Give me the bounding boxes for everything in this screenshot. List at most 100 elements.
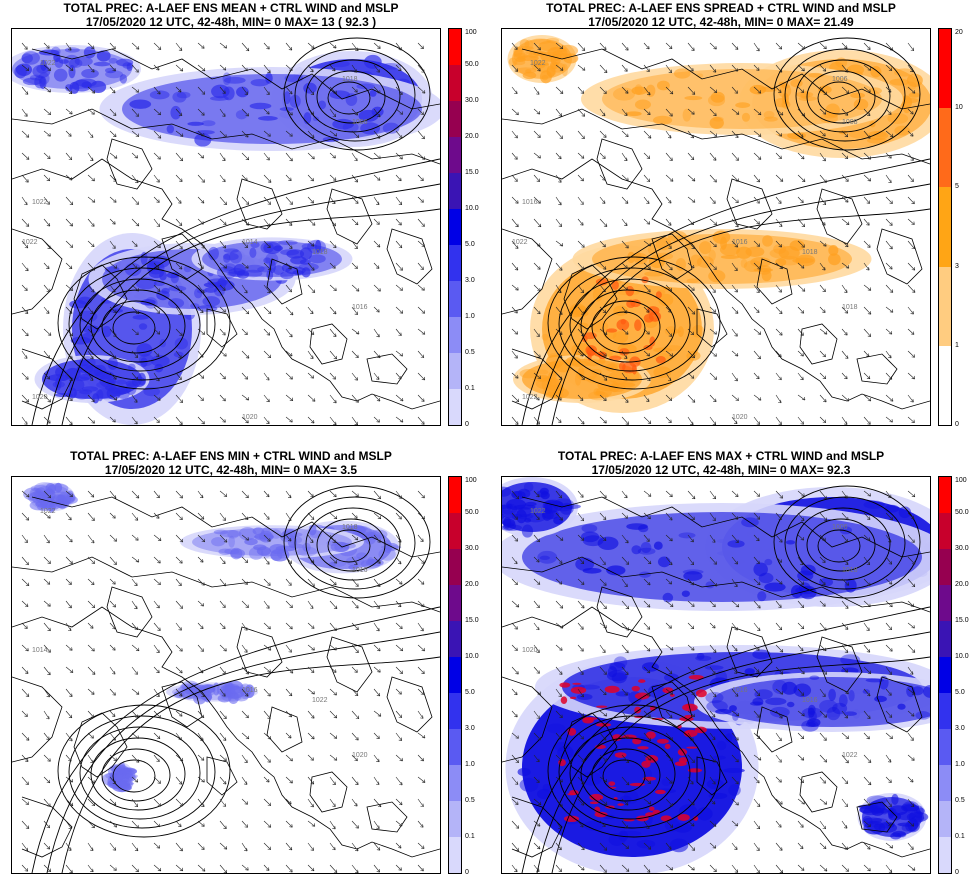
colorbar: 100 50.0 30.0 20.0 15.0 10.0 5.0 3.0 1.0 0.5 0.1 0	[448, 28, 479, 428]
colorbar-label: 15.0	[465, 169, 479, 176]
colorbar-segment	[449, 621, 461, 657]
colorbar-label: 50.0	[465, 509, 479, 516]
colorbar-label: 3	[955, 262, 959, 270]
colorbar-label: 5.0	[955, 689, 965, 696]
colorbar-segment	[449, 837, 461, 873]
map-canvas: 1022 1006 1008 1016 1018 1018 1016 1022 1022 1020	[502, 35, 930, 425]
colorbar-segment	[939, 657, 951, 693]
colorbar-label: 20	[955, 29, 963, 36]
isobar-label: 1018	[802, 249, 818, 256]
colorbar-label: 100	[955, 477, 967, 484]
colorbar-segment	[449, 101, 461, 137]
isobar-label: 1014	[32, 647, 48, 654]
isobar-label: 1020	[732, 414, 748, 421]
colorbar-segment	[939, 29, 951, 109]
colorbar-label: 0.1	[955, 833, 965, 840]
colorbar-label: 100	[465, 477, 477, 484]
colorbar-label: 1.0	[955, 761, 965, 768]
precip-map: 1022 1018 1016 1016 1022 1020 1014	[11, 476, 441, 874]
colorbar-segment	[449, 137, 461, 173]
isobar-label: 1018	[342, 76, 358, 83]
colorbar-segment	[449, 389, 461, 425]
colorbar-label: 0.5	[465, 797, 475, 804]
colorbar-segment	[449, 657, 461, 693]
isobar-label: 1022	[32, 199, 48, 206]
isobar-label: 1020	[352, 752, 368, 759]
colorbar-segment	[449, 353, 461, 389]
colorbar-label: 0	[465, 421, 469, 428]
isobar-label: 1016	[802, 697, 818, 704]
isobar-label: 1022	[842, 752, 858, 759]
colorbar-segment	[449, 729, 461, 765]
colorbar-label: 10	[955, 104, 963, 112]
panel-ens-max: TOTAL PREC: A-LAEF ENS MAX + CTRL WIND a…	[490, 448, 980, 896]
panel-subtitle: 17/05/2020 12 UTC, 42-48h, MIN= 0 MAX= 2…	[588, 15, 854, 29]
isobar-label: 1020	[32, 394, 48, 401]
colorbar-label: 3.0	[465, 725, 475, 732]
colorbar-label: 10.0	[955, 653, 969, 660]
isobar-label: 1022	[522, 394, 538, 401]
colorbar-label: 15.0	[465, 617, 479, 624]
map-canvas: 1022 1006 1018 1016 1016 1022 1020	[502, 477, 930, 873]
panel-subtitle: 17/05/2020 12 UTC, 42-48h, MIN= 0 MAX= 3…	[104, 463, 358, 477]
isobar-label: 1014	[242, 239, 258, 246]
colorbar-label: 30.0	[465, 97, 479, 104]
colorbar-segment	[939, 621, 951, 657]
colorbar-segment	[449, 765, 461, 801]
colorbar-label: 5.0	[465, 689, 475, 696]
colorbar-label: 5	[955, 183, 959, 191]
colorbar-segment	[449, 209, 461, 245]
colorbar-label: 50.0	[955, 509, 969, 516]
colorbar: 20 10 5 3 1 0	[938, 28, 963, 428]
colorbar-label: 20.0	[465, 133, 479, 140]
colorbar-label: 0	[955, 869, 959, 876]
colorbar-segment	[449, 549, 461, 585]
colorbar-label: 0.1	[465, 833, 475, 840]
isobar-label: 1008	[842, 119, 858, 126]
colorbar: 100 50.0 30.0 20.0 15.0 10.0 5.0 3.0 1.0 0.5 0.1 0	[448, 476, 479, 876]
colorbar-label: 20.0	[955, 581, 969, 588]
colorbar-segment	[449, 585, 461, 621]
colorbar-segment	[449, 281, 461, 317]
colorbar-segment	[939, 765, 951, 801]
panel-subtitle: 17/05/2020 12 UTC, 42-48h, MIN= 0 MAX= 1…	[85, 15, 377, 29]
isobar-label: 1020	[522, 647, 538, 654]
colorbar-segment	[939, 693, 951, 729]
colorbar-label: 0	[465, 869, 469, 876]
colorbar-label: 0.5	[955, 797, 965, 804]
isobar-label: 1022	[312, 697, 328, 704]
isobar-label: 1016	[352, 567, 368, 574]
isobar-label: 1018	[342, 524, 358, 531]
precip-map: 1022 1006 1008 1016 1018 1018 1016 1022 1022 1020	[501, 28, 931, 426]
colorbar-segment	[449, 245, 461, 281]
colorbar-segment	[449, 477, 461, 513]
colorbar-label: 10.0	[465, 653, 479, 660]
panel-ens-spread: TOTAL PREC: A-LAEF ENS SPREAD + CTRL WIN…	[490, 0, 980, 448]
isobar-label: 1016	[242, 687, 258, 694]
panel-ens-mean: TOTAL PREC: A-LAEF ENS MEAN + CTRL WIND …	[0, 0, 490, 448]
isobar-label: 1006	[832, 524, 848, 531]
colorbar-segment	[939, 345, 951, 425]
colorbar-segment	[939, 837, 951, 873]
isobar-label: 1006	[832, 76, 848, 83]
colorbar-segment	[449, 173, 461, 209]
isobar-label: 1022	[22, 239, 38, 246]
colorbar: 100 50.0 30.0 20.0 15.0 10.0 5.0 3.0 1.0 0.5 0.1 0	[938, 476, 969, 876]
colorbar-segment	[449, 801, 461, 837]
isobar-label: 1018	[312, 249, 328, 256]
colorbar-label: 1.0	[465, 313, 475, 320]
isobar-label: 1020	[242, 414, 258, 421]
colorbar-label: 10.0	[465, 205, 479, 212]
isobar-label: 1018	[842, 567, 858, 574]
colorbar-label: 5.0	[465, 241, 475, 248]
panel-title: TOTAL PREC: A-LAEF ENS MEAN + CTRL WIND …	[63, 1, 399, 15]
panel-ens-min: TOTAL PREC: A-LAEF ENS MIN + CTRL WIND a…	[0, 448, 490, 896]
colorbar-label: 1	[955, 341, 959, 349]
map-canvas: 1022 1018 1006 1014 1018 1016 1022 1022 1020 1020	[12, 37, 440, 425]
isobar-label: 1006	[352, 119, 368, 126]
colorbar-label: 0.5	[465, 349, 475, 356]
colorbar-label: 50.0	[465, 61, 479, 68]
colorbar-segment	[939, 801, 951, 837]
map-canvas: 1022 1018 1016 1016 1022 1020 1014	[12, 482, 440, 873]
isobar-label: 1016	[522, 199, 538, 206]
